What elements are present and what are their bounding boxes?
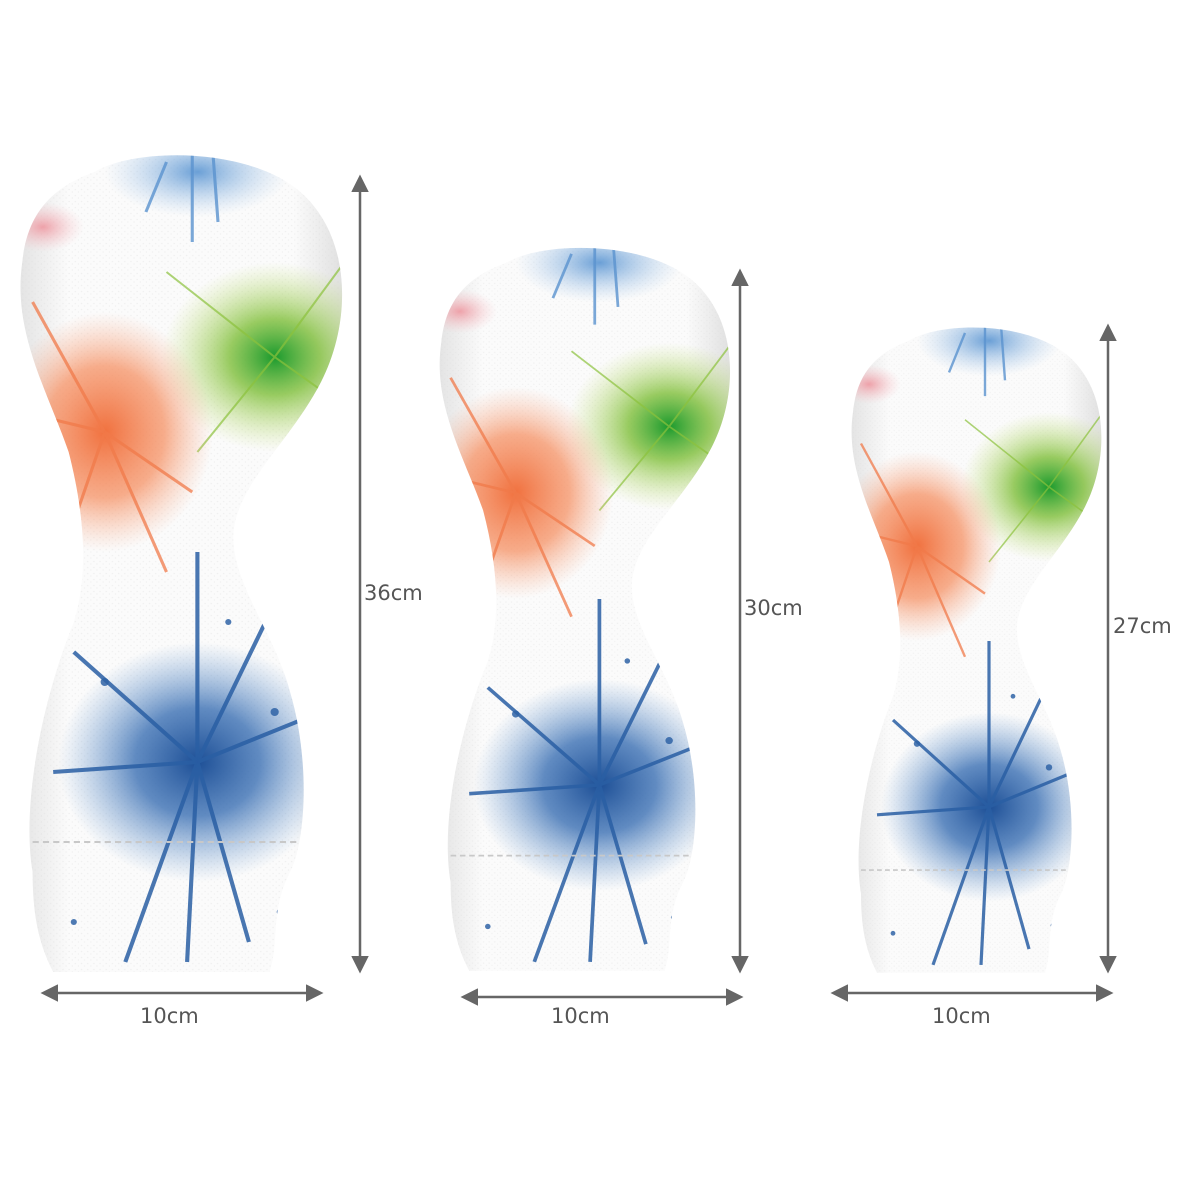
width-dimension-small: 10cm	[830, 984, 1114, 1028]
width-dimension-large: 10cm	[40, 984, 324, 1028]
height-label-medium: 30cm	[744, 596, 803, 620]
height-label-large: 36cm	[364, 581, 423, 605]
width-label-medium: 10cm	[551, 1004, 610, 1028]
width-label-large: 10cm	[140, 1004, 199, 1028]
head-cover-medium	[418, 223, 771, 971]
head-cover-large	[0, 127, 388, 972]
height-dimension-small: 27cm	[1099, 323, 1172, 974]
height-dimension-medium: 30cm	[731, 268, 803, 974]
width-label-small: 10cm	[932, 1004, 991, 1028]
head-cover-small	[833, 305, 1137, 973]
width-dimension-medium: 10cm	[460, 988, 744, 1028]
height-label-small: 27cm	[1113, 614, 1172, 638]
height-dimension-large: 36cm	[351, 174, 423, 974]
